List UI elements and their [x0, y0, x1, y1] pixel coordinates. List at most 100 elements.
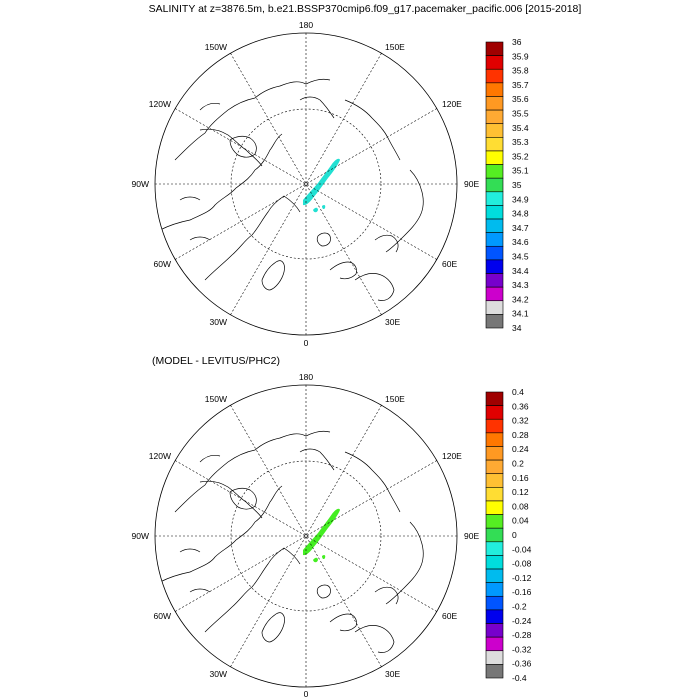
- colorbar-swatch: [485, 205, 504, 220]
- lon-label-150w: 150W: [205, 394, 227, 404]
- colorbar-swatch: [485, 259, 504, 274]
- lon-label-30e: 30E: [385, 669, 400, 679]
- lon-label-60w: 60W: [154, 611, 171, 621]
- colorbar-label: 35.3: [512, 137, 529, 147]
- longitude-labels: 180 0 90W 90E 150W 150E 120W 120E 60W 60…: [132, 20, 480, 348]
- colorbar-swatch: [485, 582, 504, 597]
- lon-label-150e: 150E: [385, 394, 405, 404]
- colorbar-swatch: [485, 446, 504, 461]
- colorbar-label: 35.7: [512, 80, 529, 90]
- colorbar-label: 0.28: [512, 430, 529, 440]
- colorbar-label: 0.12: [512, 487, 529, 497]
- colorbar-swatch: [485, 68, 504, 84]
- longitude-labels: 180 0 90W 90E 150W 150E 120W 120E 60W 60…: [132, 372, 480, 699]
- lon-label-90e: 90E: [464, 531, 479, 541]
- colorbar-swatch: [485, 664, 504, 679]
- colorbar-label: 0.2: [512, 459, 524, 469]
- map-boundary: [154, 384, 458, 688]
- coastlines: [159, 430, 424, 653]
- colorbar-swatch: [485, 432, 504, 447]
- colorbar-swatch: [485, 286, 504, 302]
- colorbar-swatch: [485, 314, 504, 329]
- colorbar-swatch: [485, 191, 504, 206]
- lon-label-0: 0: [304, 689, 309, 699]
- colorbar-label: 35.8: [512, 66, 529, 76]
- colorbar-swatch: [485, 595, 504, 611]
- colorbar-label: -0.12: [512, 573, 532, 583]
- salinity-map: 180 0 90W 90E 150W 150E 120W 120E 60W 60…: [132, 20, 480, 348]
- lon-label-90e: 90E: [464, 179, 479, 189]
- colorbar-swatch: [485, 150, 504, 165]
- colorbar-swatch: [485, 459, 504, 475]
- colorbar-label: 0.04: [512, 516, 529, 526]
- lon-label-90w: 90W: [132, 531, 149, 541]
- colorbar-swatch: [485, 473, 504, 488]
- colorbar-label: -0.24: [512, 616, 532, 626]
- lon-label-60e: 60E: [442, 611, 457, 621]
- lon-label-120w: 120W: [149, 451, 171, 461]
- colorbar-label: 35.2: [512, 151, 529, 161]
- lon-label-180: 180: [299, 372, 313, 382]
- colorbar-label: 0.4: [512, 387, 524, 397]
- colorbar-swatch: [485, 177, 504, 193]
- colorbar-label: -0.08: [512, 559, 532, 569]
- lon-label-30e: 30E: [385, 317, 400, 327]
- colorbar-label: -0.2: [512, 602, 527, 612]
- colorbar-swatch: [485, 232, 504, 247]
- graticule: [155, 33, 457, 335]
- colorbar-swatch: [485, 623, 504, 638]
- colorbar-label: 0.16: [512, 473, 529, 483]
- colorbar-swatch: [485, 137, 504, 152]
- lon-label-60w: 60W: [154, 259, 171, 269]
- difference-title: (MODEL - LEVITUS/PHC2): [152, 355, 280, 367]
- colorbar-label: 0: [512, 530, 517, 540]
- map-boundary: [154, 32, 458, 336]
- colorbar-label: 34.6: [512, 237, 529, 247]
- colorbar-swatch: [485, 391, 504, 406]
- colorbar-label: 35: [512, 180, 522, 190]
- colorbar-swatch: [485, 514, 504, 529]
- colorbar-label: -0.04: [512, 544, 532, 554]
- colorbar-swatch: [485, 123, 504, 138]
- difference-map: 180 0 90W 90E 150W 150E 120W 120E 60W 60…: [132, 372, 480, 699]
- colorbar-label: 35.9: [512, 51, 529, 61]
- colorbar-swatch: [485, 405, 504, 420]
- colorbar-swatch: [485, 218, 504, 233]
- colorbar-swatch: [485, 300, 504, 315]
- colorbar-swatch: [485, 245, 504, 261]
- colorbar-swatch: [485, 650, 504, 665]
- colorbar-label: 34: [512, 323, 522, 333]
- colorbar-swatch: [485, 41, 504, 56]
- colorbar-swatch: [485, 555, 504, 570]
- colorbar-swatch: [485, 55, 504, 70]
- colorbar-label: 0.36: [512, 401, 529, 411]
- colorbar-label: 34.1: [512, 309, 529, 319]
- colorbar-swatch: [485, 418, 504, 434]
- colorbar-label: -0.32: [512, 644, 532, 654]
- colorbar-swatch: [485, 609, 504, 624]
- colorbar-swatch: [485, 568, 504, 583]
- colorbar-swatch: [485, 541, 504, 556]
- colorbar-label: 36: [512, 37, 522, 47]
- colorbar-swatch: [485, 273, 504, 288]
- lon-label-30w: 30W: [210, 317, 227, 327]
- colorbar-label: 0.08: [512, 501, 529, 511]
- colorbar-label: 0.32: [512, 416, 529, 426]
- colorbar-label: -0.16: [512, 587, 532, 597]
- graticule: [155, 385, 457, 687]
- main-title: SALINITY at z=3876.5m, b.e21.BSSP370cmip…: [149, 3, 582, 15]
- lon-label-90w: 90W: [132, 179, 149, 189]
- lon-label-150w: 150W: [205, 42, 227, 52]
- salinity-field: [303, 158, 340, 213]
- lon-label-120e: 120E: [442, 451, 462, 461]
- colorbar-swatch: [485, 96, 504, 111]
- colorbar-label: 0.24: [512, 444, 529, 454]
- colorbar-swatch: [485, 636, 504, 652]
- colorbar-label: -0.28: [512, 630, 532, 640]
- colorbar-label: -0.4: [512, 673, 527, 683]
- colorbar-label: 34.4: [512, 266, 529, 276]
- coastlines: [159, 78, 424, 301]
- colorbar-swatch: [485, 527, 504, 543]
